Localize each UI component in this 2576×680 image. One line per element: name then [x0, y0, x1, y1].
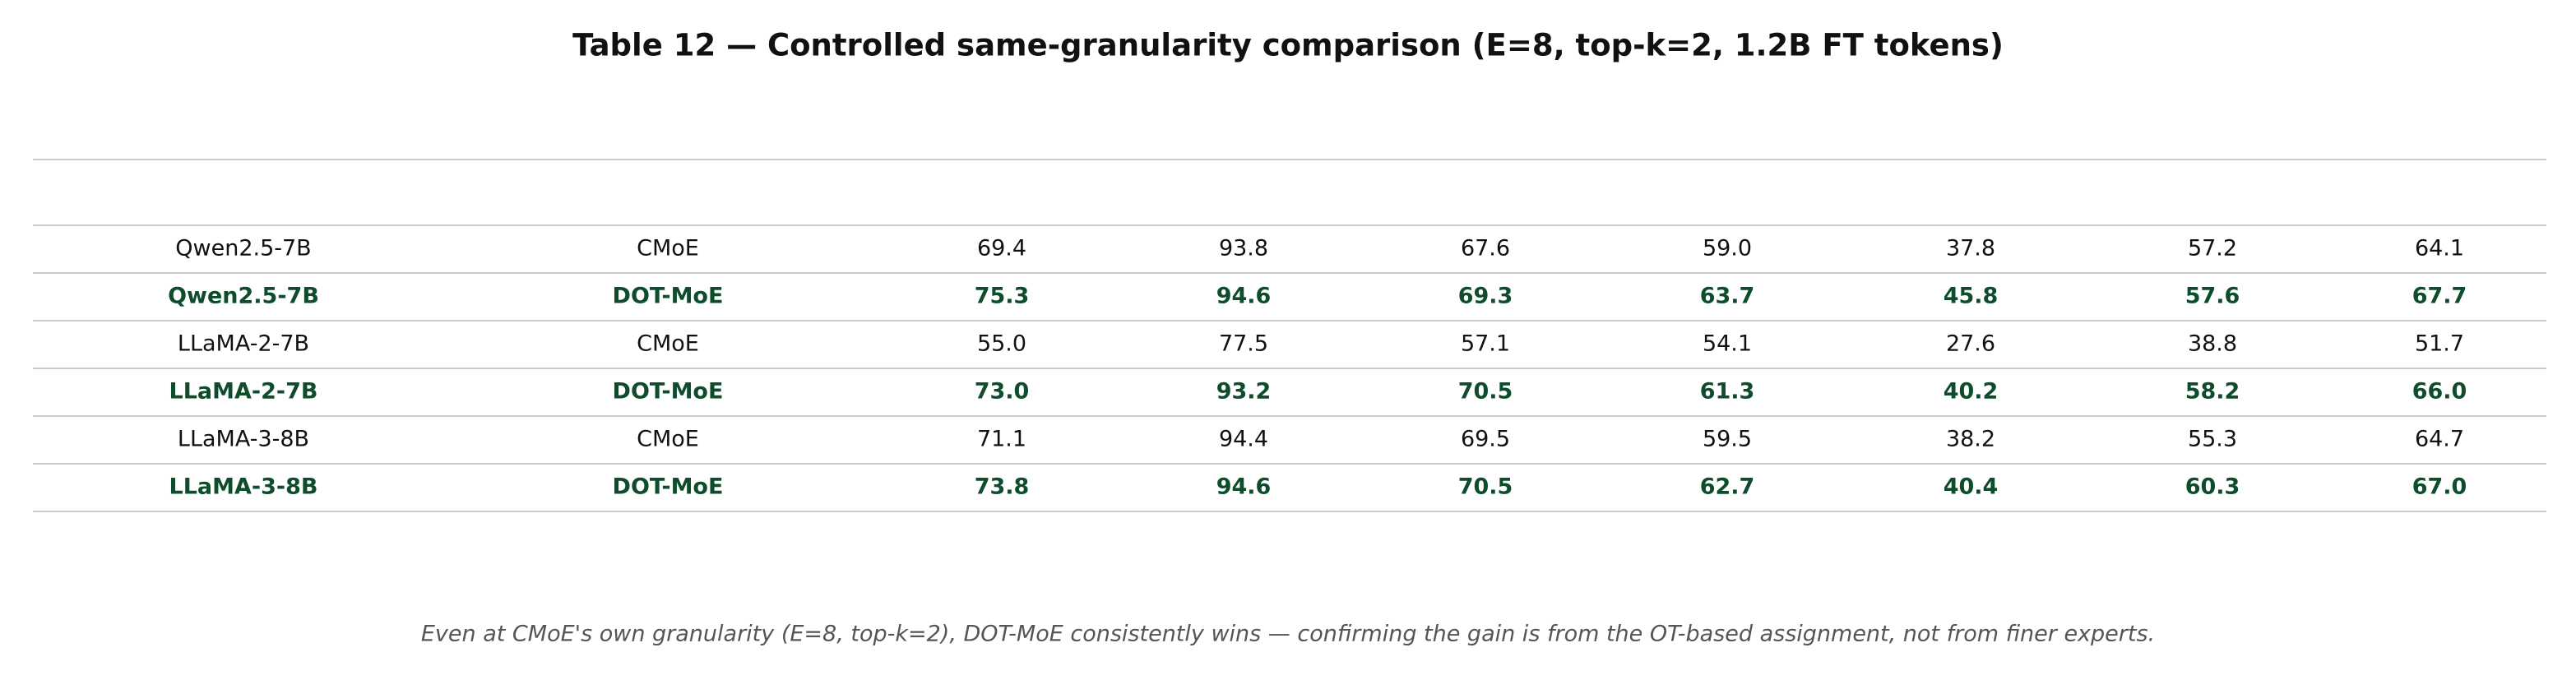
table-cell: Qwen2.5-7B	[168, 284, 319, 309]
table-cell: 61.3	[1700, 379, 1755, 405]
table-cell: 73.0	[975, 379, 1030, 405]
table-cell: LLaMA-3-8B	[178, 427, 309, 452]
table-cell: 67.6	[1461, 236, 1510, 261]
table-cell: 64.7	[2415, 427, 2464, 452]
table-cell: DOT-MoE	[613, 379, 724, 405]
table-cell: 40.2	[1944, 379, 1999, 405]
table-cell: DOT-MoE	[613, 474, 724, 500]
footnote: Even at CMoE's own granularity (E=8, top…	[421, 622, 2155, 647]
table-cell: 57.1	[1461, 331, 1510, 357]
table-cell: 77.5	[1219, 331, 1268, 357]
table-cell: CMoE	[637, 236, 699, 261]
table-cell: 69.5	[1461, 427, 1510, 452]
table-cell: 57.6	[2185, 284, 2240, 309]
table-cell: 40.4	[1944, 474, 1999, 500]
table-cell: 94.6	[1216, 284, 1272, 309]
table-cell: Qwen2.5-7B	[175, 236, 311, 261]
table-cell: DOT-MoE	[613, 284, 724, 309]
table-cell: LLaMA-2-7B	[169, 379, 318, 405]
table-cell: 58.2	[2185, 379, 2240, 405]
table-cell: 93.8	[1219, 236, 1268, 261]
table-cell: 54.1	[1703, 331, 1752, 357]
table-cell: 62.7	[1700, 474, 1755, 500]
table-cell: LLaMA-2-7B	[178, 331, 309, 357]
table-cell: 37.8	[1946, 236, 1995, 261]
table-cell: 60.3	[2185, 474, 2240, 500]
table-cell: 94.6	[1216, 474, 1272, 500]
table-cell: 38.2	[1946, 427, 1995, 452]
table-cell: 63.7	[1700, 284, 1755, 309]
table-cell: 70.5	[1458, 474, 1513, 500]
table-cell: 73.8	[975, 474, 1030, 500]
table-cell: 67.0	[2412, 474, 2467, 500]
table-cell: 55.0	[977, 331, 1026, 357]
table-cell: 66.0	[2412, 379, 2467, 405]
table-cell: LLaMA-3-8B	[169, 474, 318, 500]
table-cell: 71.1	[977, 427, 1026, 452]
table-cell: 70.5	[1458, 379, 1513, 405]
table-cell: 59.0	[1703, 236, 1752, 261]
table-cell: CMoE	[637, 427, 699, 452]
table-cell: 57.2	[2188, 236, 2237, 261]
table-cell: 67.7	[2412, 284, 2467, 309]
table-cell: 38.8	[2188, 331, 2237, 357]
table-cell: 75.3	[975, 284, 1030, 309]
table-cell: 69.3	[1458, 284, 1513, 309]
table-cell: 64.1	[2415, 236, 2464, 261]
table-cell: 27.6	[1946, 331, 1995, 357]
table-cell: 94.4	[1219, 427, 1268, 452]
table-cell: 93.2	[1216, 379, 1272, 405]
table-cell: 45.8	[1944, 284, 1999, 309]
table-cell: CMoE	[637, 331, 699, 357]
table-cell: 59.5	[1703, 427, 1752, 452]
table-cell: 55.3	[2188, 427, 2237, 452]
title: Table 12 — Controlled same-granularity c…	[572, 28, 2004, 63]
table-cell: 51.7	[2415, 331, 2464, 357]
table-cell: 69.4	[977, 236, 1026, 261]
